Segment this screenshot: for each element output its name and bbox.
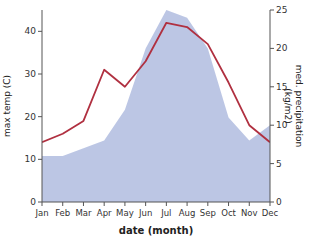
precip-area (42, 10, 270, 202)
x-tick (270, 202, 271, 206)
x-tick (249, 202, 250, 206)
y2-tick (270, 163, 274, 164)
y2-tick-label: 5 (276, 159, 282, 169)
x-tick (42, 202, 43, 206)
y-tick (38, 74, 42, 75)
x-tick-label: May (116, 208, 134, 218)
y2-tick-label: 25 (276, 5, 287, 15)
x-tick-label: Mar (75, 208, 92, 218)
y2-axis-label: med. precipitation(kg/m2) (283, 65, 304, 147)
x-tick-label: Oct (221, 208, 236, 218)
y2-tick-label: 0 (276, 197, 282, 207)
y2-tick (270, 202, 274, 203)
chart: 0102030400510152025JanFebMarAprMayJunJul… (0, 0, 318, 242)
right-axis (270, 10, 271, 202)
x-tick-label: Jul (160, 208, 171, 218)
x-tick-label: Sep (200, 208, 216, 218)
left-axis (42, 10, 43, 202)
y-tick (38, 116, 42, 117)
y-tick-label: 0 (30, 197, 36, 207)
y-tick (38, 31, 42, 32)
x-tick (62, 202, 63, 206)
x-axis (42, 202, 270, 203)
y2-tick-label: 20 (276, 43, 288, 53)
x-tick (207, 202, 208, 206)
x-tick (83, 202, 84, 206)
x-tick (104, 202, 105, 206)
x-tick (166, 202, 167, 206)
x-tick-label: Nov (241, 208, 258, 218)
x-tick (228, 202, 229, 206)
y-tick (38, 202, 42, 203)
x-tick-label: Jan (34, 208, 48, 218)
y-tick-label: 20 (25, 112, 37, 122)
x-tick (145, 202, 146, 206)
y2-tick (270, 48, 274, 49)
y-axis-label: max temp (C) (2, 75, 12, 137)
x-tick-label: Apr (97, 208, 112, 218)
x-tick-label: Aug (179, 208, 196, 218)
y2-tick (270, 86, 274, 87)
y-tick (38, 159, 42, 160)
x-tick (187, 202, 188, 206)
x-tick-label: Jun (138, 208, 152, 218)
y-tick-label: 30 (25, 69, 37, 79)
x-tick (124, 202, 125, 206)
y-tick-label: 40 (25, 26, 37, 36)
x-tick-label: Dec (262, 208, 279, 218)
y2-tick (270, 10, 274, 11)
x-axis-label: date (month) (119, 225, 193, 236)
temp-line (42, 23, 270, 142)
y-tick-label: 10 (25, 154, 37, 164)
x-tick-label: Feb (55, 208, 70, 218)
plot-area (42, 10, 270, 202)
y2-tick (270, 125, 274, 126)
